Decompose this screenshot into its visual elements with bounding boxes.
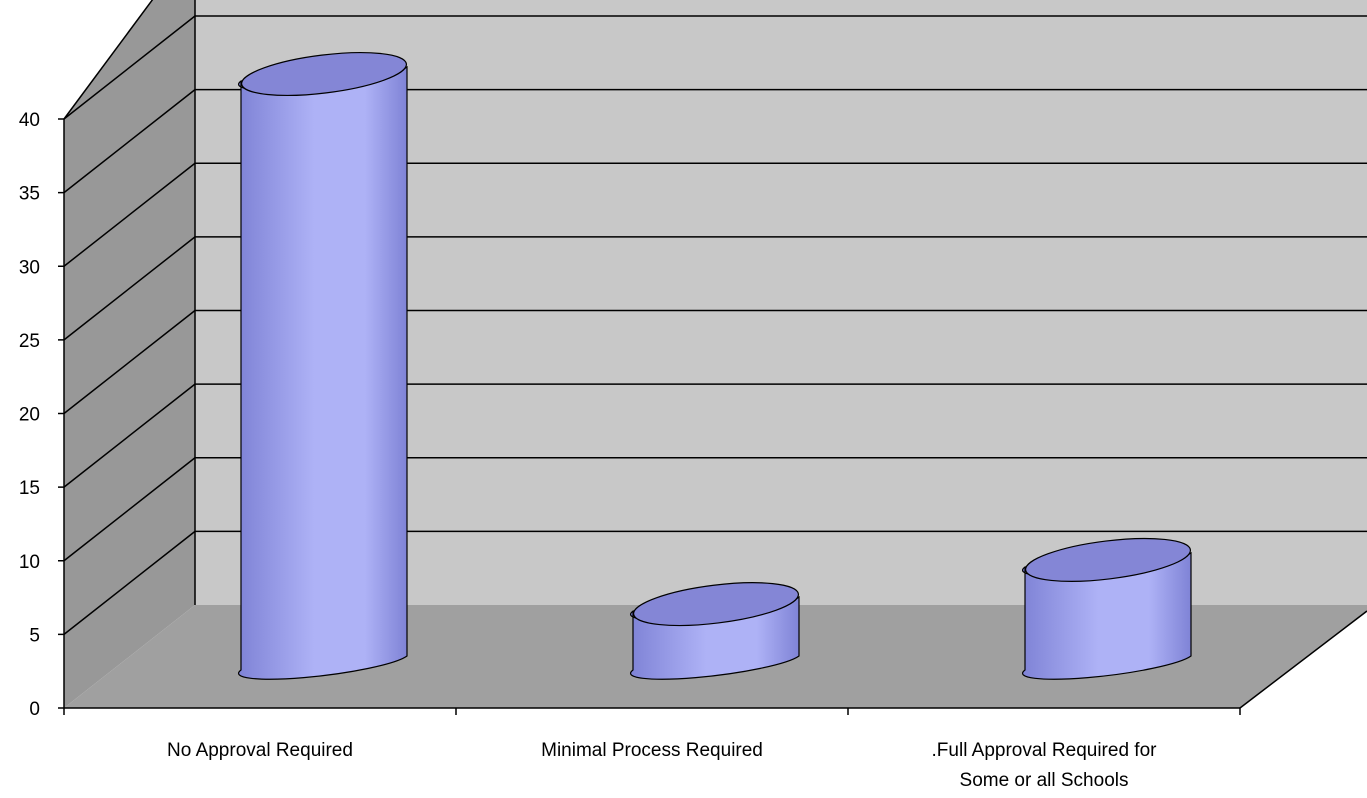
y-tick-label: 30 <box>19 257 40 278</box>
bar <box>237 52 408 680</box>
side-wall-top-edge <box>63 0 154 120</box>
side-wall <box>64 0 195 708</box>
gridline-side <box>63 162 196 267</box>
bar-top <box>1024 537 1192 582</box>
bar-top <box>632 582 800 627</box>
bar <box>1021 537 1192 680</box>
bar <box>629 582 800 680</box>
y-tick-label: 5 <box>29 625 40 646</box>
x-tick-label: .Full Approval Required for Some or all S… <box>932 740 1158 791</box>
y-tick-label: 40 <box>19 110 40 131</box>
y-tick-label: 35 <box>19 184 40 205</box>
x-tick-label: Minimal Process Required <box>541 740 763 761</box>
y-tick-label: 0 <box>29 699 40 720</box>
bar-top <box>240 52 408 96</box>
y-tick-label: 10 <box>19 552 40 573</box>
back-wall <box>195 0 1367 605</box>
x-tick-label: No Approval Required <box>167 740 353 761</box>
gridline-side <box>63 89 196 194</box>
bar-body <box>237 65 408 680</box>
gridline-side <box>63 236 196 341</box>
gridline-side <box>63 309 196 415</box>
floor-edge <box>1239 610 1367 709</box>
gridline-side <box>63 457 196 562</box>
y-tick-label: 20 <box>19 405 40 426</box>
gridline-side <box>63 530 196 635</box>
gridline-side <box>63 383 196 488</box>
y-tick-label: 25 <box>19 331 40 352</box>
y-tick-label: 15 <box>19 478 40 499</box>
gridline-side <box>63 15 196 120</box>
